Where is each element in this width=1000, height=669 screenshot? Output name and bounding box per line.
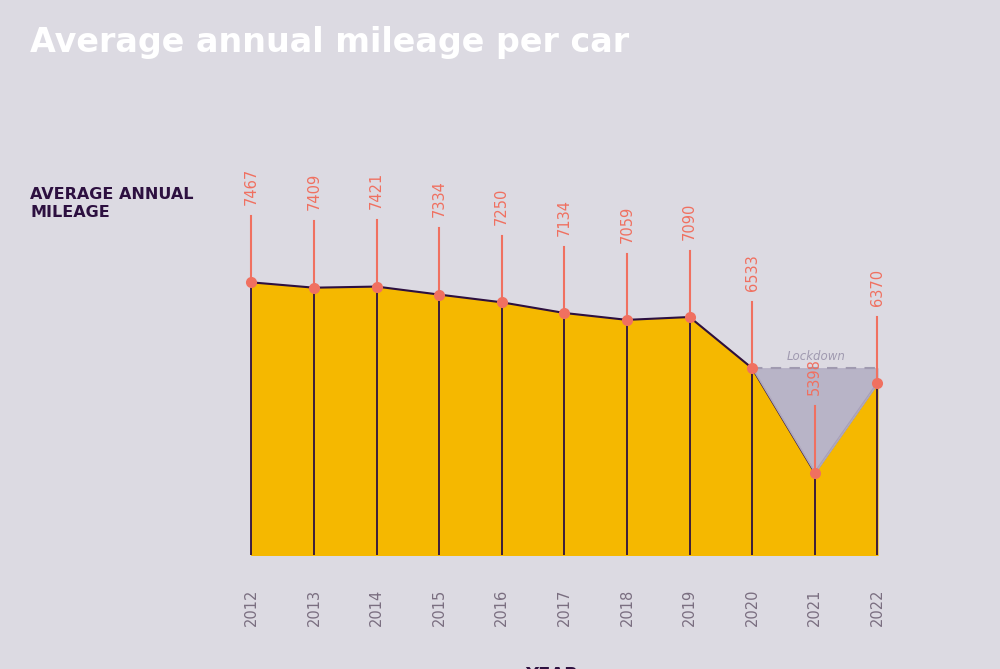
- Text: 7467: 7467: [244, 168, 259, 205]
- Text: Average annual mileage per car: Average annual mileage per car: [30, 26, 629, 59]
- Text: 6533: 6533: [745, 254, 760, 291]
- Text: 7334: 7334: [432, 181, 447, 217]
- Text: 7250: 7250: [494, 188, 509, 225]
- Text: AVERAGE ANNUAL
MILEAGE: AVERAGE ANNUAL MILEAGE: [30, 187, 194, 219]
- Text: 2014: 2014: [369, 588, 384, 626]
- Text: 2013: 2013: [306, 588, 321, 626]
- Text: 7090: 7090: [682, 203, 697, 240]
- Text: 6370: 6370: [870, 269, 885, 306]
- Text: 2015: 2015: [432, 588, 447, 626]
- Text: 5398: 5398: [807, 359, 822, 395]
- Text: 2018: 2018: [619, 588, 634, 626]
- Text: Lockdown: Lockdown: [787, 350, 845, 363]
- Text: 7134: 7134: [557, 199, 572, 235]
- Text: 7409: 7409: [306, 173, 321, 211]
- Text: 2022: 2022: [870, 588, 885, 626]
- Text: 2019: 2019: [682, 588, 697, 626]
- Text: 2012: 2012: [244, 588, 259, 626]
- Text: 2017: 2017: [557, 588, 572, 626]
- Text: 2016: 2016: [494, 588, 509, 626]
- Text: 2020: 2020: [745, 588, 760, 626]
- Text: 2021: 2021: [807, 588, 822, 626]
- Text: 7421: 7421: [369, 172, 384, 209]
- Text: YEAR: YEAR: [525, 666, 578, 669]
- Text: 7059: 7059: [619, 205, 634, 243]
